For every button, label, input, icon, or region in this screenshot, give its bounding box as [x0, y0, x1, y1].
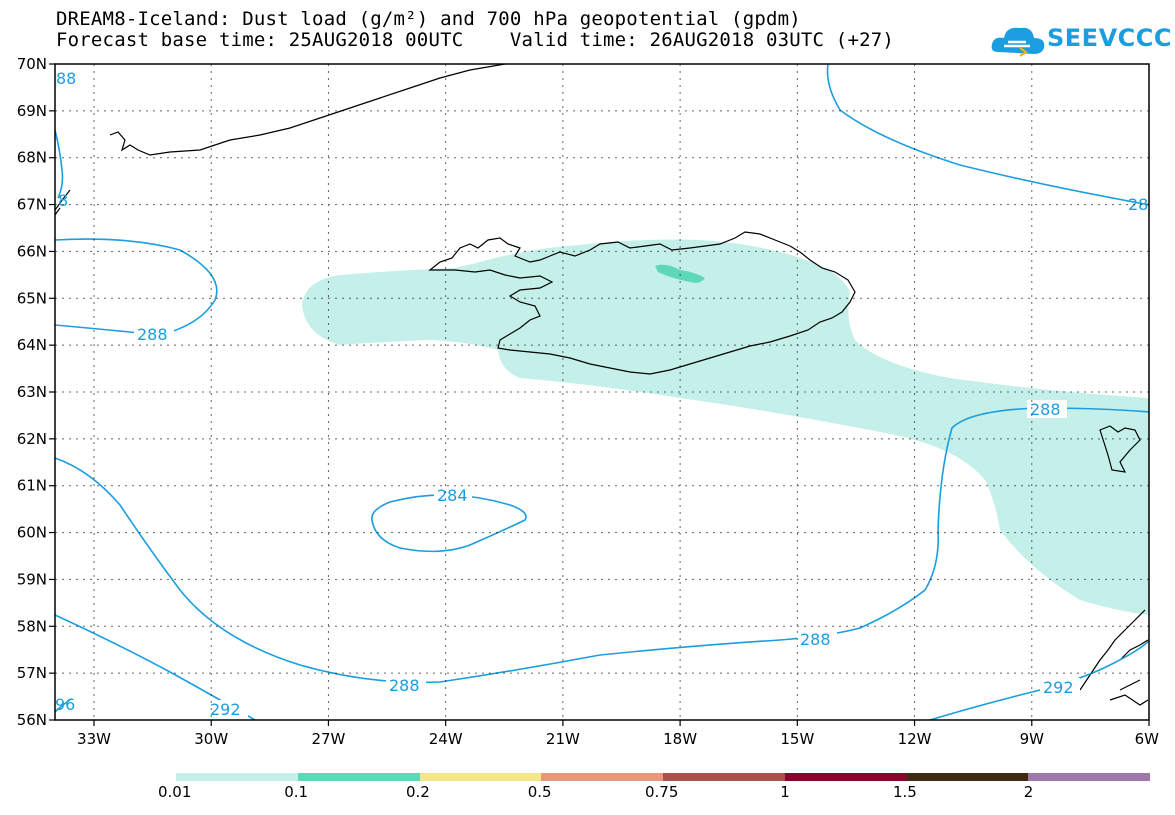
lon-label: 12W [898, 730, 932, 748]
contour-label: 8 [58, 191, 68, 210]
colorbar [176, 773, 1150, 781]
colorbar-segment [663, 773, 785, 781]
lon-label: 27W [311, 730, 345, 748]
colorbar-segment [1028, 773, 1150, 781]
colorbar-segment [297, 773, 420, 781]
colorbar-label: 0.1 [284, 783, 309, 801]
lon-label: 24W [429, 730, 463, 748]
contour-label: 292 [210, 700, 241, 719]
lat-label: 56N [17, 711, 47, 729]
contour-label: 288 [1030, 400, 1061, 419]
contour-label: 292 [1043, 678, 1074, 697]
lon-label: 21W [546, 730, 580, 748]
colorbar-segment [906, 773, 1029, 781]
contour-label: 28 [1128, 195, 1148, 214]
colorbar-label: 0.2 [406, 783, 430, 801]
lat-label: 65N [17, 289, 47, 307]
lat-label: 70N [17, 55, 47, 73]
colorbar-label: 1 [780, 783, 790, 801]
lat-label: 68N [17, 149, 47, 167]
lat-label: 64N [17, 336, 47, 354]
lat-label: 60N [17, 524, 47, 542]
forecast-times: Forecast base time: 25AUG2018 00UTC Vali… [56, 29, 895, 51]
lon-label: 15W [780, 730, 814, 748]
lon-label: 30W [194, 730, 228, 748]
contour-label: 88 [56, 69, 76, 88]
colorbar-segment [541, 773, 663, 781]
contour-label: 288 [800, 630, 831, 649]
lat-label: 58N [17, 617, 47, 635]
contour-label: 284 [437, 486, 468, 505]
colorbar-label: 0.5 [527, 783, 552, 801]
graticule [55, 64, 1149, 720]
dust-area-mid [655, 264, 705, 283]
colorbar-segment [784, 773, 907, 781]
colorbar-label: 0.75 [645, 783, 679, 801]
lon-label: 33W [77, 730, 111, 748]
chart-title: DREAM8-Iceland: Dust load (g/m²) and 700… [56, 8, 801, 30]
lat-label: 63N [17, 383, 47, 401]
lat-label: 66N [17, 242, 47, 260]
colorbar-label: 1.5 [893, 783, 917, 801]
lon-label: 9W [1020, 730, 1045, 748]
lat-label: 61N [17, 477, 47, 495]
lat-label: 67N [17, 196, 47, 214]
colorbar-segment [419, 773, 542, 781]
lat-label: 69N [17, 102, 47, 120]
lat-label: 57N [17, 664, 47, 682]
contour-label: 288 [137, 325, 168, 344]
colorbar-label: 0.01 [158, 783, 192, 801]
lat-label: 59N [17, 570, 47, 588]
lat-label: 62N [17, 430, 47, 448]
dust-area-low [302, 239, 1149, 615]
colorbar-segment [176, 773, 298, 781]
colorbar-label: 2 [1023, 783, 1034, 801]
contour-label: 96 [55, 695, 75, 714]
logo-text: SEEVCCC [1047, 24, 1172, 52]
cloud-logo-icon [991, 27, 1045, 57]
lon-label: 18W [663, 730, 697, 748]
contour-labels: 288 284 288 288 288 292 292 88 28 96 8 [55, 69, 1148, 719]
lon-label: 6W [1135, 730, 1160, 748]
contour-label: 288 [389, 676, 420, 695]
